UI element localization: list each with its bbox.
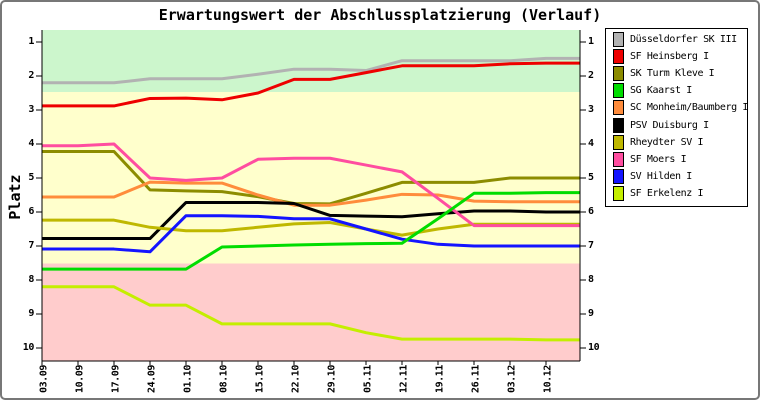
legend-swatch: [613, 134, 624, 150]
x-tick-label: 29.10: [326, 364, 338, 394]
y-tick-label: 6: [28, 206, 34, 217]
y-tick-label: 8: [28, 274, 34, 285]
legend-item: SF Heinsberg I: [613, 48, 747, 65]
y-tick-label: 3: [28, 104, 34, 115]
x-tick-label: 05.11: [362, 364, 374, 394]
x-tick-label: 03.12: [506, 364, 518, 394]
legend-item-label: SG Kaarst I: [630, 85, 692, 97]
series-line: [42, 61, 580, 108]
legend-item-label: SK Turm Kleve I: [630, 68, 715, 80]
y-tick-label: 3: [588, 104, 594, 115]
zone-bottom: [42, 263, 580, 361]
x-tick-label: 10.12: [542, 364, 554, 394]
x-tick-label: 08.10: [218, 364, 230, 394]
series-line: [42, 180, 580, 207]
x-tick-label: 01.10: [182, 364, 194, 394]
series-line: [42, 214, 580, 254]
legend-swatch: [613, 49, 624, 65]
series-line: [42, 56, 580, 85]
legend-swatch: [613, 151, 624, 167]
legend-item: SV Hilden I: [613, 168, 747, 185]
legend-item: SC Monheim/Baumberg I: [613, 99, 749, 116]
x-tick-label: 24.09: [146, 364, 158, 394]
y-tick-label: 4: [28, 138, 34, 149]
legend-item-label: Rheydter SV I: [630, 136, 704, 148]
y-tick-label: 5: [28, 172, 34, 183]
y-tick-label: 2: [28, 70, 34, 81]
legend-item-label: Düsseldorfer SK III: [630, 34, 737, 46]
legend-item-label: SF Moers I: [630, 153, 687, 165]
legend-swatch: [613, 83, 624, 99]
legend-item: Rheydter SV I: [613, 134, 747, 151]
y-tick-label: 6: [588, 206, 594, 217]
x-tick-label: 22.10: [290, 364, 302, 394]
zone-middle: [42, 91, 580, 264]
legend-item: SF Erkelenz I: [613, 185, 747, 202]
chart-title: Erwartungswert der Abschlussplatzierung …: [158, 6, 602, 24]
legend-swatch: [613, 100, 624, 116]
y-tick-label: 9: [588, 308, 594, 319]
series-line: [42, 200, 580, 241]
legend-swatch: [613, 185, 624, 201]
x-tick-label: 17.09: [110, 364, 122, 394]
y-tick-label: 8: [588, 274, 594, 285]
series-line: [42, 142, 580, 228]
legend-item-label: SC Monheim/Baumberg I: [630, 102, 749, 114]
legend-swatch: [613, 66, 624, 82]
y-tick-label: 1: [28, 36, 34, 47]
legend-item: Düsseldorfer SK III: [613, 31, 747, 48]
x-tick-label: 15.10: [254, 364, 266, 394]
legend-item-label: SF Heinsberg I: [630, 51, 709, 63]
series-line: [42, 285, 580, 342]
legend-box: Düsseldorfer SK III SF Heinsberg I SK Turm…: [605, 28, 748, 207]
y-tick-label: 2: [588, 70, 594, 81]
legend-item-label: SV Hilden I: [630, 170, 692, 182]
y-tick-label: 4: [588, 138, 594, 149]
x-tick-label: 03.09: [38, 364, 50, 394]
y-tick-label: 1: [588, 36, 594, 47]
y-tick-label: 5: [588, 172, 594, 183]
y-tick-label: 10: [588, 342, 600, 353]
legend-item: SF Moers I: [613, 151, 747, 168]
legend-swatch: [613, 168, 624, 184]
y-tick-label: 7: [28, 240, 34, 251]
x-tick-label: 12.11: [398, 364, 410, 394]
legend-item: SK Turm Kleve I: [613, 65, 747, 82]
series-line: [42, 149, 580, 206]
x-tick-label: 10.09: [74, 364, 86, 394]
series-line: [42, 191, 580, 271]
legend-swatch: [613, 32, 624, 48]
y-tick-label: 10: [22, 342, 35, 353]
legend-swatch: [613, 117, 624, 133]
legend-item-label: SF Erkelenz I: [630, 187, 704, 199]
legend-item: PSV Duisburg I: [613, 116, 747, 133]
legend-item: SG Kaarst I: [613, 82, 747, 99]
y-tick-label: 9: [28, 308, 34, 319]
x-tick-label: 19.11: [434, 364, 446, 394]
legend-item-label: PSV Duisburg I: [630, 119, 709, 131]
x-tick-label: 26.11: [470, 364, 482, 394]
y-tick-label: 7: [588, 240, 594, 251]
